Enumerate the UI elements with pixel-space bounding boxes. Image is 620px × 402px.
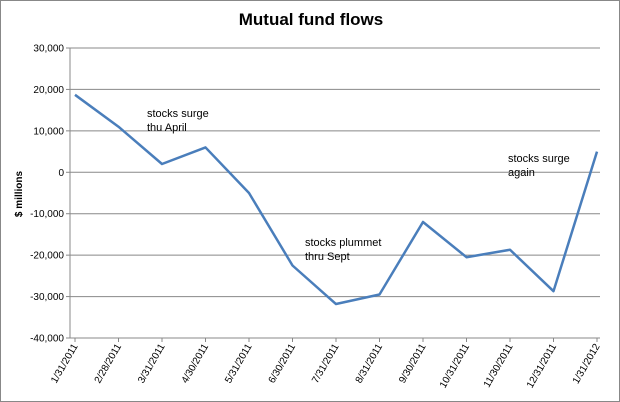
annotation: again <box>508 167 535 179</box>
annotation: thu April <box>147 122 187 134</box>
y-tick-label: 30,000 <box>33 44 64 55</box>
y-tick-label: -40,000 <box>30 334 64 345</box>
y-axis-label: $ millions <box>14 171 25 218</box>
chart-title: Mutual fund flows <box>239 10 383 29</box>
y-tick-label: -30,000 <box>30 292 64 303</box>
y-tick-label: 10,000 <box>33 126 64 137</box>
annotation: thru Sept <box>305 251 350 263</box>
data-line <box>74 93 599 306</box>
y-tick-label: 0 <box>58 168 64 179</box>
annotation: stocks surge <box>147 108 209 120</box>
annotation: stocks surge <box>508 153 570 165</box>
y-tick-label: -20,000 <box>30 251 64 262</box>
y-tick-label: -10,000 <box>30 209 64 220</box>
annotation: stocks plummet <box>305 237 381 249</box>
y-tick-label: 20,000 <box>33 85 64 96</box>
